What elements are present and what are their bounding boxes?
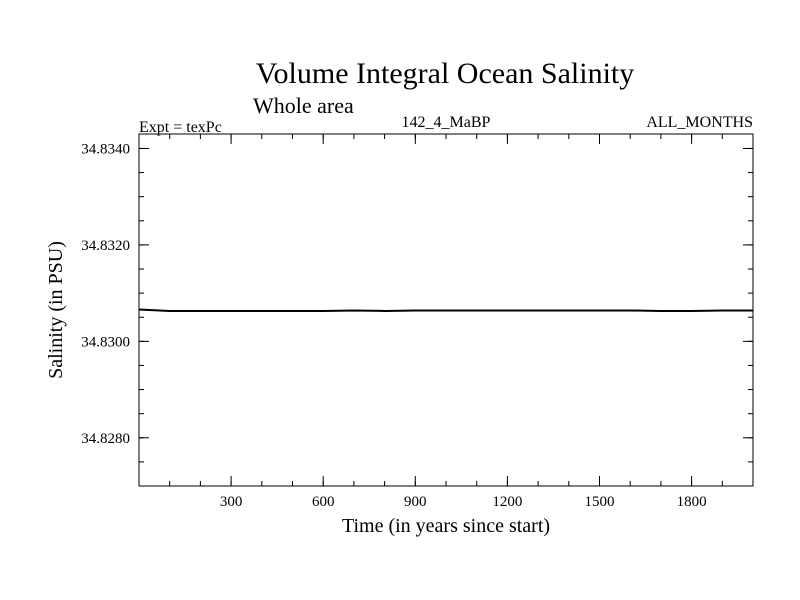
series-layer: [138, 308, 753, 312]
period-label: ALL_MONTHS: [646, 114, 753, 131]
x-axis-label: Time (in years since start): [342, 515, 550, 537]
y-tick-label: 34.8280: [81, 431, 130, 447]
x-tick-label: 900: [404, 494, 427, 510]
x-tick-label: 1500: [585, 494, 615, 510]
x-tick-label: 600: [312, 494, 335, 510]
chart-subtitle: Whole area: [253, 93, 354, 118]
y-tick-label: 34.8300: [81, 334, 130, 350]
y-axis-tick-labels: 34.8280 34.8300 34.8320 34.8340: [81, 141, 130, 446]
y-axis-label: Salinity (in PSU): [45, 241, 67, 379]
y-tick-label: 34.8340: [81, 141, 130, 157]
experiment-label: Expt = texPc: [139, 119, 222, 136]
x-axis-ticks: [169, 134, 723, 486]
y-tick-label: 34.8320: [81, 238, 130, 254]
x-tick-label: 1800: [677, 494, 707, 510]
run-label: 142_4_MaBP: [402, 114, 491, 131]
x-tick-label: 1200: [492, 494, 522, 510]
y-axis-ticks: [139, 147, 753, 463]
series-line: [138, 308, 753, 312]
x-tick-label: 300: [220, 494, 243, 510]
chart-title: Volume Integral Ocean Salinity: [256, 57, 635, 90]
x-axis-tick-labels: 300 600 900 1200 1500 1800: [220, 494, 707, 510]
